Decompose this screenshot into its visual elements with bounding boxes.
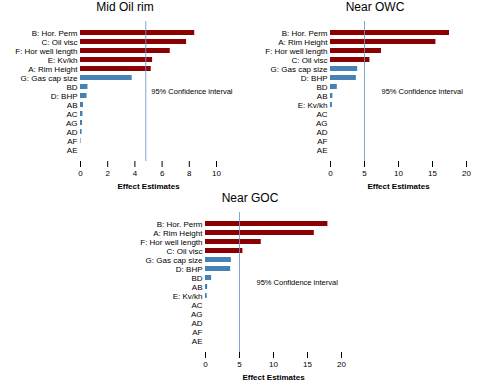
svg-text:8: 8 xyxy=(187,169,192,178)
svg-text:D: BHP: D: BHP xyxy=(176,265,203,274)
svg-text:AF: AF xyxy=(67,137,77,146)
svg-text:A: Rim Height: A: Rim Height xyxy=(278,38,328,47)
svg-text:B: Hor. Perm: B: Hor. Perm xyxy=(32,29,78,38)
svg-text:E: Kv/kh: E: Kv/kh xyxy=(298,101,328,110)
svg-text:BD: BD xyxy=(191,274,202,283)
svg-text:Effect Estimates: Effect Estimates xyxy=(242,373,305,382)
svg-text:AB: AB xyxy=(67,101,78,110)
svg-text:95% Confidence interval: 95% Confidence interval xyxy=(151,87,233,96)
svg-text:AC: AC xyxy=(316,110,327,119)
svg-text:0: 0 xyxy=(203,360,208,369)
svg-text:20: 20 xyxy=(462,169,471,178)
html-text:Mid Oil rim: Mid Oil rim xyxy=(96,0,154,14)
svg-text:C: Oil visc: C: Oil visc xyxy=(42,38,78,47)
svg-text:E: Kv/kh: E: Kv/kh xyxy=(173,292,203,301)
svg-text:A: Rim Height: A: Rim Height xyxy=(28,65,78,74)
svg-text:AG: AG xyxy=(191,310,203,319)
svg-text:F: Hor well length: F: Hor well length xyxy=(265,47,327,56)
svg-text:G: Gas cap size: G: Gas cap size xyxy=(146,256,203,265)
svg-text:A: Rim Height: A: Rim Height xyxy=(153,229,203,238)
svg-text:AC: AC xyxy=(191,301,202,310)
svg-text:AF: AF xyxy=(192,328,202,337)
svg-text:AF: AF xyxy=(317,137,327,146)
svg-text:AD: AD xyxy=(66,128,77,137)
svg-text:5: 5 xyxy=(237,360,242,369)
svg-text:10: 10 xyxy=(394,169,403,178)
svg-text:4: 4 xyxy=(133,169,138,178)
svg-text:D: BHP: D: BHP xyxy=(51,92,78,101)
svg-text:AE: AE xyxy=(192,337,203,346)
svg-text:6: 6 xyxy=(160,169,165,178)
svg-text:B: Hor. Perm: B: Hor. Perm xyxy=(282,29,328,38)
svg-text:Effect Estimates: Effect Estimates xyxy=(117,182,180,191)
svg-text:G: Gas cap size: G: Gas cap size xyxy=(271,65,328,74)
svg-text:20: 20 xyxy=(337,360,346,369)
svg-text:AB: AB xyxy=(192,283,203,292)
svg-text:D: BHP: D: BHP xyxy=(301,74,328,83)
svg-text:10: 10 xyxy=(269,360,278,369)
svg-text:95% Confidence interval: 95% Confidence interval xyxy=(257,278,339,287)
html-text:Near OWC: Near OWC xyxy=(345,0,405,14)
svg-text:AB: AB xyxy=(317,92,328,101)
svg-text:G: Gas cap size: G: Gas cap size xyxy=(21,74,78,83)
svg-text:BD: BD xyxy=(316,83,327,92)
svg-text:0: 0 xyxy=(328,169,333,178)
svg-text:AE: AE xyxy=(317,146,328,155)
svg-text:AG: AG xyxy=(66,119,78,128)
svg-text:15: 15 xyxy=(428,169,437,178)
svg-text:AC: AC xyxy=(66,110,77,119)
svg-text:2: 2 xyxy=(105,169,110,178)
svg-text:Effect Estimates: Effect Estimates xyxy=(367,182,430,191)
svg-text:F: Hor well length: F: Hor well length xyxy=(15,47,77,56)
svg-text:10: 10 xyxy=(212,169,221,178)
svg-text:AD: AD xyxy=(316,128,327,137)
svg-text:E: Kv/kh: E: Kv/kh xyxy=(48,56,78,65)
svg-text:BD: BD xyxy=(66,83,77,92)
svg-text:5: 5 xyxy=(362,169,367,178)
html-text:Near GOC: Near GOC xyxy=(221,191,279,205)
svg-text:C: Oil visc: C: Oil visc xyxy=(167,247,203,256)
svg-text:F: Hor well length: F: Hor well length xyxy=(140,238,202,247)
svg-text:C: Oil visc: C: Oil visc xyxy=(292,56,328,65)
svg-text:AD: AD xyxy=(191,319,202,328)
svg-text:AG: AG xyxy=(316,119,328,128)
svg-text:0: 0 xyxy=(78,169,83,178)
svg-text:B: Hor. Perm: B: Hor. Perm xyxy=(157,220,203,229)
svg-text:15: 15 xyxy=(303,360,312,369)
svg-text:95% Confidence interval: 95% Confidence interval xyxy=(382,87,464,96)
svg-text:AE: AE xyxy=(67,146,78,155)
